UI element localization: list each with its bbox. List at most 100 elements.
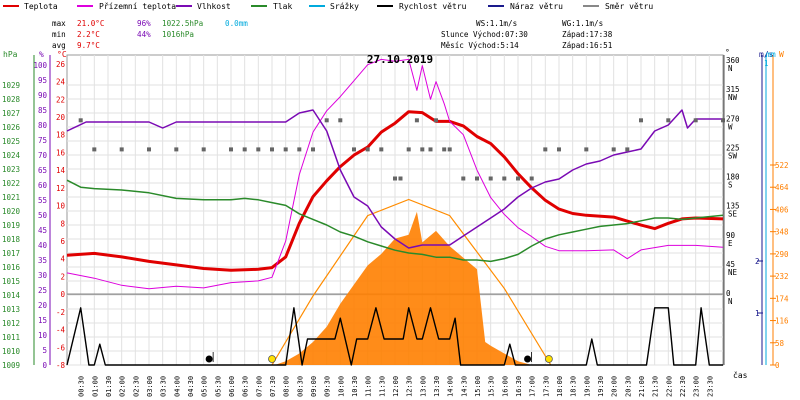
pressure-tick-label: 1014 — [2, 291, 21, 300]
info-sun-set: Západ:17:38 — [562, 30, 613, 39]
humidity-tick-label: 45 — [38, 226, 47, 235]
temperature-tick-label: 8 — [60, 219, 65, 228]
x-tick-label: 04:30 — [187, 376, 195, 397]
x-tick-label: 06:00 — [228, 376, 236, 397]
humidity-tick-label: 100 — [33, 61, 47, 70]
sunrise-icon — [268, 355, 276, 363]
wind-direction-point — [398, 176, 403, 181]
pressure-tick-label: 1020 — [2, 207, 21, 216]
wind-direction-point — [428, 147, 433, 152]
humidity-tick-label: 0 — [42, 361, 47, 370]
direction-name-label: NE — [728, 268, 738, 277]
unit-pressure: hPa — [3, 50, 18, 59]
wind-direction-point — [119, 147, 124, 152]
x-tick-label: 12:00 — [392, 376, 400, 397]
x-tick-label: 11:30 — [378, 376, 386, 397]
x-tick-label: 07:30 — [269, 376, 277, 397]
humidity-tick-label: 15 — [38, 316, 47, 325]
pressure-tick-label: 1025 — [2, 137, 20, 146]
humidity-tick-label: 20 — [38, 301, 48, 310]
stats-block: max 21.0°C 96% 1022.5hPa 0.0mm min 2.2°C… — [52, 19, 248, 50]
info-moon-rise: Měsíc Východ:5:14 — [441, 41, 519, 50]
x-tick-label: 16:00 — [501, 376, 509, 397]
stat-max-rain: 0.0mm — [225, 19, 248, 28]
wind-direction-point — [229, 147, 233, 152]
info-ws: WS:1.1m/s — [476, 19, 517, 28]
wind-direction-point — [324, 118, 329, 123]
solar-tick-label: 116 — [775, 317, 789, 326]
pressure-tick-label: 1021 — [2, 193, 20, 202]
legend-label-srazky: Srážky — [330, 2, 359, 11]
x-tick-label: 13:30 — [433, 376, 441, 397]
stat-min-temp: 2.2°C — [77, 30, 100, 39]
stat-min-label: min — [52, 30, 66, 39]
wind-direction-point — [201, 147, 206, 152]
solar-tick-label: 58 — [775, 339, 785, 348]
wind-direction-point — [461, 176, 466, 181]
direction-tick-label: 180 — [726, 173, 740, 182]
wind-direction-point — [147, 147, 151, 152]
direction-name-label: S — [728, 181, 733, 190]
ground-temperature-line — [66, 58, 724, 290]
legend-label-naraz-vetru: Náraz větru — [510, 2, 563, 11]
wind-direction-point — [406, 147, 411, 152]
direction-tick-label: 90 — [726, 231, 736, 240]
x-tick-label: 05:30 — [214, 376, 222, 397]
wind-direction-point — [365, 147, 370, 152]
humidity-tick-label: 55 — [38, 196, 47, 205]
stat-avg-label: avg — [52, 41, 66, 50]
humidity-tick-label: 50 — [38, 211, 48, 220]
info-sun-rise: Slunce Východ:07:30 — [441, 30, 528, 39]
x-tick-label: 14:30 — [460, 376, 468, 397]
x-tick-label: 08:00 — [283, 376, 291, 397]
temperature-line — [66, 110, 724, 272]
unit-humidity: % — [39, 50, 44, 59]
wind-direction-point — [488, 176, 493, 181]
humidity-tick-label: 65 — [38, 166, 47, 175]
wind-direction-point — [379, 147, 384, 152]
direction-tick-label: 270 — [726, 114, 740, 123]
solar-tick-label: 464 — [775, 183, 789, 192]
wind-direction-point — [625, 147, 630, 152]
wind-direction-point — [529, 176, 534, 181]
wind-speed-line — [66, 307, 723, 366]
info-moon-set: Západ:16:51 — [562, 41, 613, 50]
wind-direction-point — [502, 176, 507, 181]
wind-direction-point — [666, 118, 671, 123]
temperature-tick-label: 24 — [56, 78, 66, 87]
stat-max-label: max — [52, 19, 66, 28]
humidity-tick-label: 90 — [38, 91, 48, 100]
wind-direction-point — [447, 147, 452, 152]
wind-direction-point — [639, 118, 643, 123]
direction-tick-label: 0 — [726, 289, 731, 298]
x-tick-label: 23:00 — [693, 376, 701, 397]
solar-tick-label: 348 — [775, 228, 789, 237]
direction-tick-label: 360 — [726, 56, 740, 65]
stat-max-press: 1022.5hPa — [162, 19, 203, 28]
x-tick-label: 10:00 — [337, 376, 345, 397]
chart-title: 27.10.2019 — [367, 53, 433, 66]
solar-layer — [271, 198, 552, 366]
temperature-tick-label: 10 — [56, 202, 66, 211]
wind-direction-point — [434, 118, 438, 123]
x-tick-label: 14:00 — [447, 376, 455, 397]
pressure-tick-label: 1017 — [2, 249, 20, 258]
direction-tick-label: 135 — [726, 202, 740, 211]
temperature-tick-label: 0 — [60, 290, 65, 299]
x-tick-label: 05:00 — [201, 376, 209, 397]
stat-avg-temp: 9.7°C — [77, 41, 100, 50]
pressure-tick-label: 1009 — [2, 361, 20, 370]
wind-direction-point — [584, 147, 589, 152]
wind-direction-point — [414, 118, 419, 123]
x-tick-label: 08:30 — [296, 376, 304, 397]
wind-direction-point — [516, 176, 520, 181]
wind-direction-point — [393, 176, 397, 181]
wind-direction-point — [338, 118, 343, 123]
humidity-tick-label: 95 — [38, 76, 47, 85]
humidity-tick-label: 60 — [38, 181, 48, 190]
pressure-tick-label: 1015 — [2, 277, 20, 286]
wind-direction-point — [174, 147, 179, 152]
x-tick-label: 21:00 — [638, 376, 646, 397]
solar-theoretical-line — [271, 198, 552, 366]
